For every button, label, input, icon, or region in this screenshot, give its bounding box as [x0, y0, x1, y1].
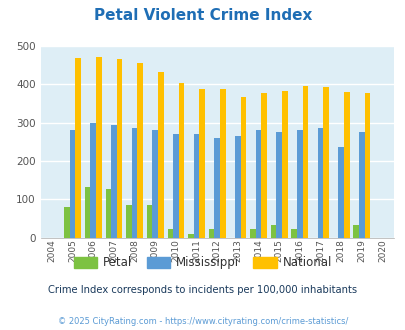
- Text: Petal Violent Crime Index: Petal Violent Crime Index: [94, 8, 311, 23]
- Bar: [291, 229, 296, 238]
- Bar: [105, 189, 111, 238]
- Bar: [188, 234, 193, 238]
- Bar: [358, 132, 364, 238]
- Bar: [281, 91, 287, 238]
- Bar: [343, 92, 349, 238]
- Bar: [96, 56, 101, 238]
- Bar: [173, 134, 178, 238]
- Bar: [261, 93, 266, 238]
- Bar: [214, 138, 220, 238]
- Bar: [220, 89, 225, 238]
- Bar: [353, 225, 358, 238]
- Bar: [255, 130, 261, 238]
- Text: Crime Index corresponds to incidents per 100,000 inhabitants: Crime Index corresponds to incidents per…: [48, 285, 357, 295]
- Bar: [240, 97, 245, 238]
- Bar: [337, 147, 343, 238]
- Bar: [64, 207, 70, 238]
- Bar: [249, 229, 255, 238]
- Bar: [364, 92, 369, 238]
- Bar: [234, 136, 240, 238]
- Bar: [178, 82, 184, 238]
- Bar: [70, 130, 75, 238]
- Bar: [199, 89, 205, 238]
- Bar: [75, 58, 81, 238]
- Bar: [322, 87, 328, 238]
- Bar: [116, 59, 122, 238]
- Bar: [90, 123, 96, 238]
- Bar: [208, 229, 214, 238]
- Bar: [302, 85, 307, 238]
- Bar: [317, 128, 322, 238]
- Bar: [147, 205, 152, 238]
- Bar: [111, 125, 116, 238]
- Legend: Petal, Mississippi, National: Petal, Mississippi, National: [69, 252, 336, 274]
- Bar: [193, 134, 199, 238]
- Text: © 2025 CityRating.com - https://www.cityrating.com/crime-statistics/: © 2025 CityRating.com - https://www.city…: [58, 317, 347, 326]
- Bar: [85, 187, 90, 238]
- Bar: [126, 205, 132, 238]
- Bar: [158, 72, 163, 238]
- Bar: [296, 130, 302, 238]
- Bar: [132, 128, 137, 238]
- Bar: [137, 63, 143, 238]
- Bar: [276, 132, 281, 238]
- Bar: [270, 225, 276, 238]
- Bar: [152, 130, 158, 238]
- Bar: [167, 229, 173, 238]
